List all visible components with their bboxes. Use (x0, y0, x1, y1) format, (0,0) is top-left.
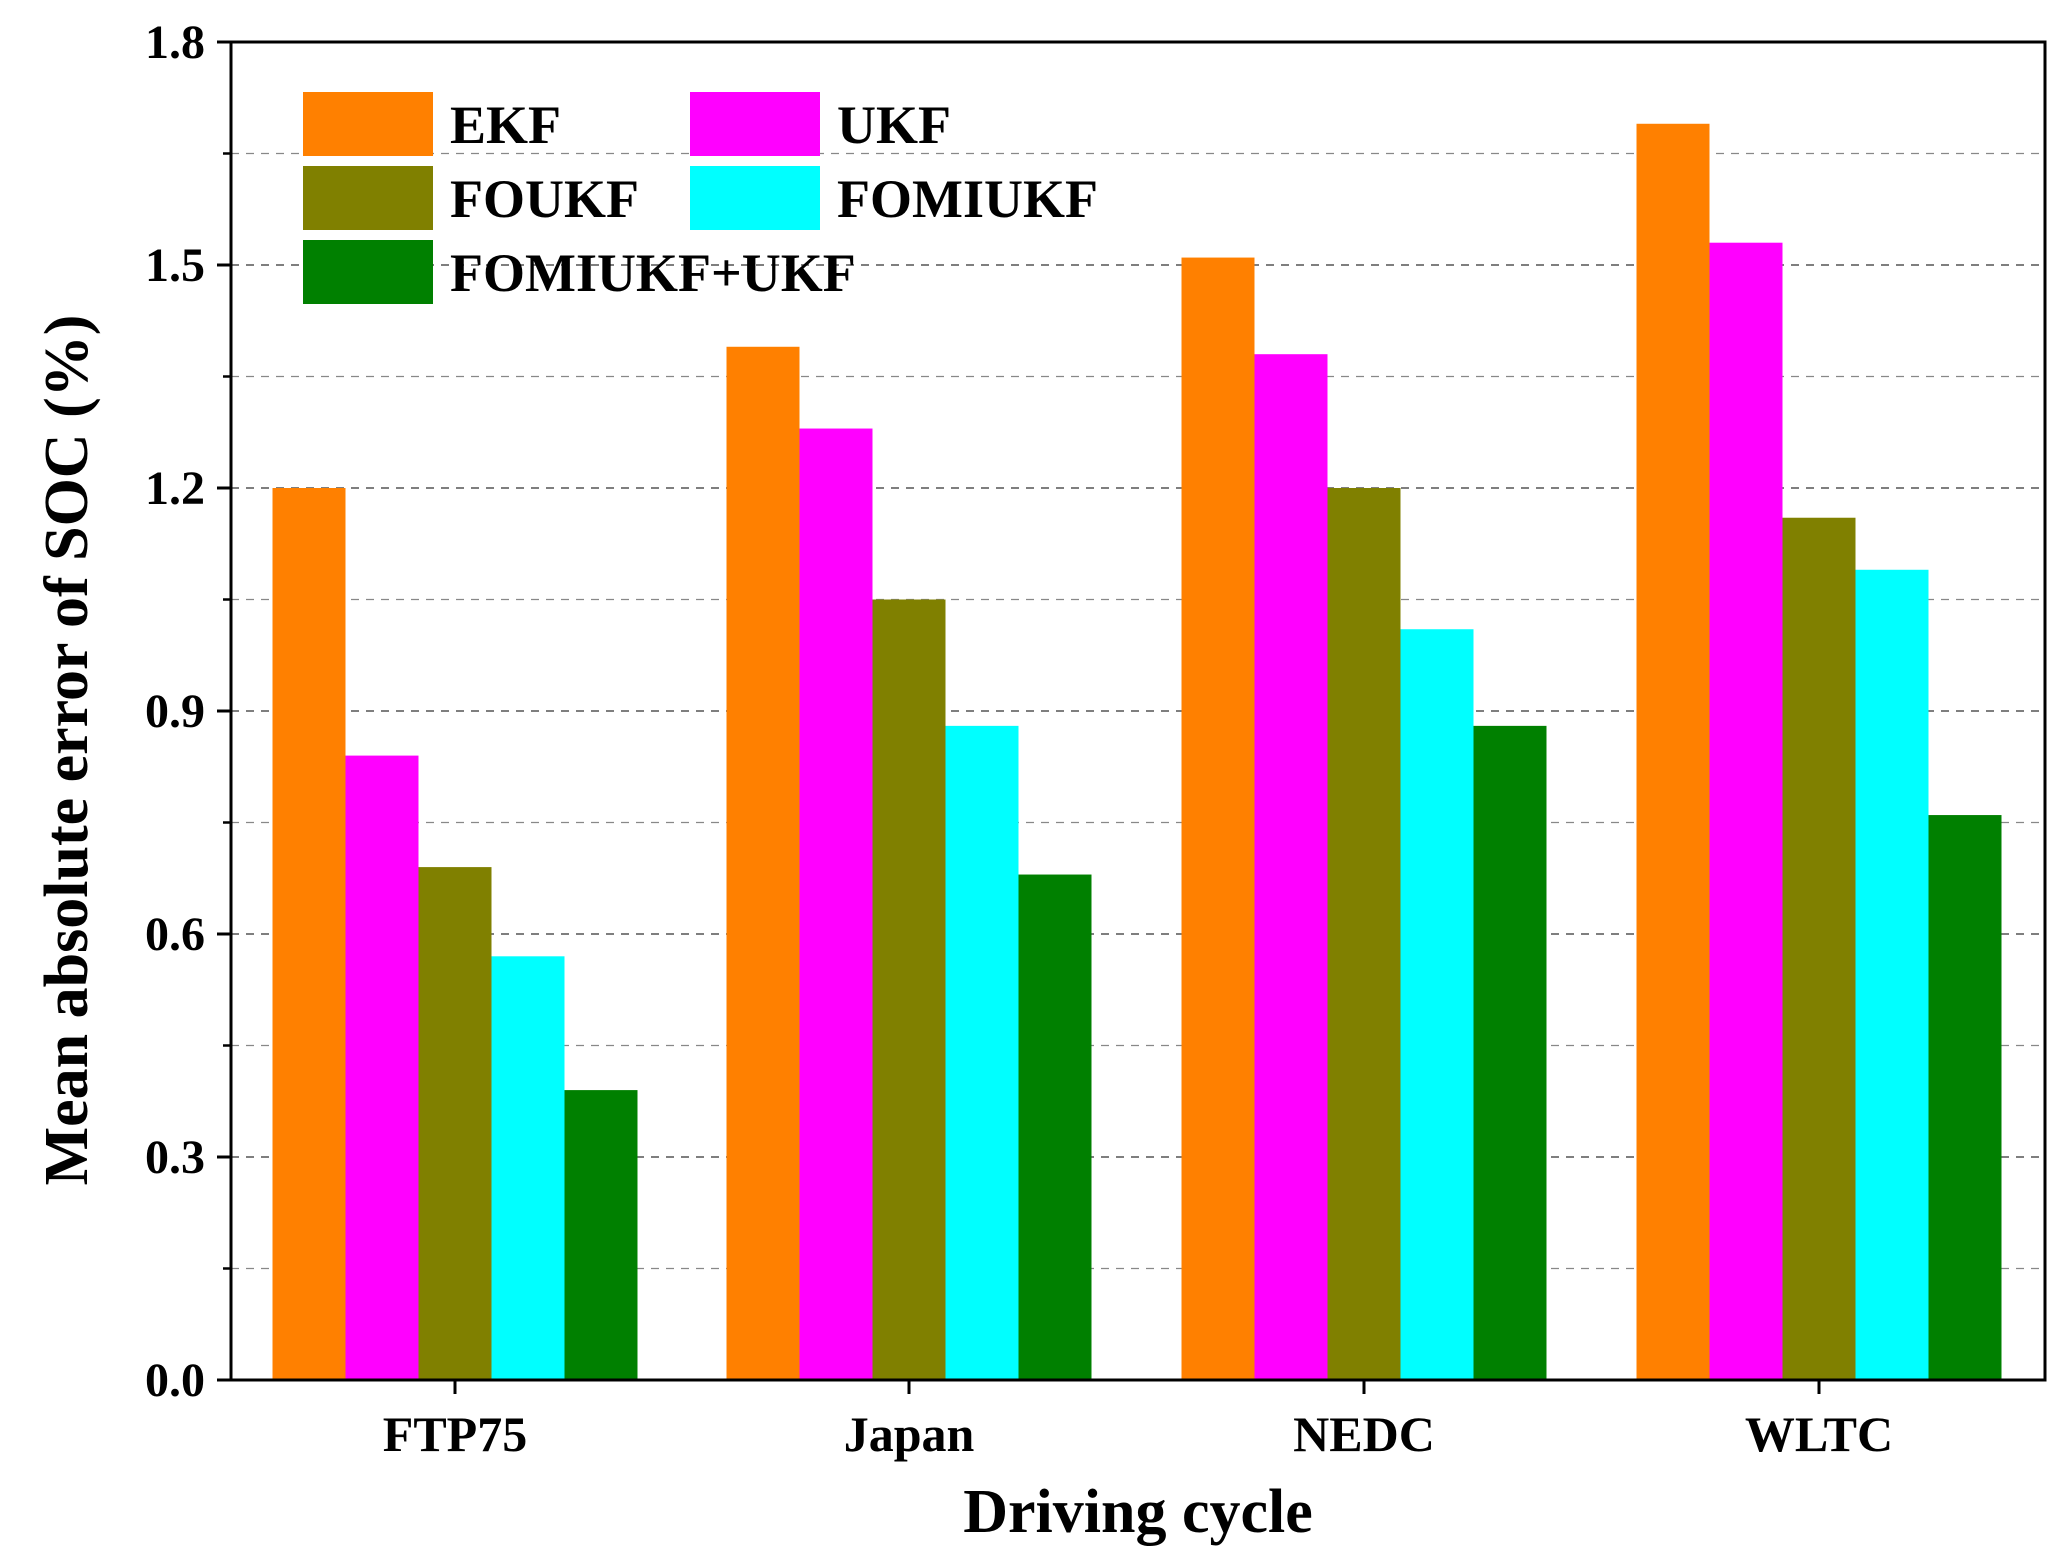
y-tick-label: 0.9 (145, 685, 205, 738)
bar-ekf-ftp75 (272, 488, 346, 1380)
x-tick-label: WLTC (1745, 1406, 1893, 1462)
legend-label: FOMIUKF (837, 169, 1098, 229)
bar-fomiukf-ftp75 (491, 956, 565, 1380)
bar-ekf-wltc (1636, 123, 1710, 1380)
legend-label: FOMIUKF+UKF (450, 243, 856, 303)
bar-ukf-ftp75 (345, 755, 419, 1380)
y-tick-label: 1.5 (145, 239, 205, 292)
bar-foukf-wltc (1782, 517, 1856, 1380)
y-tick-label: 1.8 (145, 16, 205, 69)
legend-swatch (690, 92, 820, 156)
y-tick-label: 0.3 (145, 1131, 205, 1184)
legend-swatch (303, 166, 433, 230)
bar-ukf-wltc (1709, 242, 1783, 1381)
bar-foukf-japan (872, 599, 946, 1380)
legend-label: EKF (450, 95, 561, 155)
bar-fomiukf-wltc (1855, 569, 1929, 1380)
legend: EKF UKF FOUKF FOMIUKF FOMIUKF+UKF (303, 92, 1098, 304)
bar-ukf-japan (799, 428, 873, 1380)
legend-label: FOUKF (450, 169, 639, 229)
x-tick-label: Japan (844, 1406, 975, 1462)
bar-fomiukf-plus-ukf-japan (1018, 874, 1092, 1380)
x-axis: FTP75 Japan NEDC WLTC (383, 1380, 1893, 1462)
bar-ekf-nedc (1181, 257, 1255, 1381)
y-tick-label: 1.2 (145, 462, 205, 515)
bar-fomiukf-plus-ukf-wltc (1928, 815, 2002, 1380)
y-axis-title: Mean absolute error of SOC (%) (33, 315, 101, 1186)
bars (272, 123, 2002, 1381)
bar-fomiukf-japan (945, 725, 1019, 1380)
x-axis-title: Driving cycle (963, 1478, 1313, 1546)
x-tick-label: FTP75 (383, 1406, 527, 1462)
legend-swatch (690, 166, 820, 230)
bar-fomiukf-nedc (1400, 629, 1474, 1380)
bar-fomiukf-plus-ukf-ftp75 (564, 1090, 638, 1380)
bar-foukf-ftp75 (418, 867, 492, 1380)
legend-swatch (303, 92, 433, 156)
bar-ukf-nedc (1254, 354, 1328, 1381)
y-axis: 0.0 0.3 0.6 0.9 1.2 1.5 1.8 (145, 16, 231, 1407)
legend-label: UKF (837, 95, 951, 155)
y-tick-label: 0.0 (145, 1354, 205, 1407)
bar-foukf-nedc (1327, 488, 1401, 1380)
bar-fomiukf-plus-ukf-nedc (1473, 725, 1547, 1380)
y-tick-label: 0.6 (145, 908, 205, 961)
legend-swatch (303, 240, 433, 304)
x-tick-label: NEDC (1293, 1406, 1435, 1462)
bar-ekf-japan (726, 346, 800, 1381)
